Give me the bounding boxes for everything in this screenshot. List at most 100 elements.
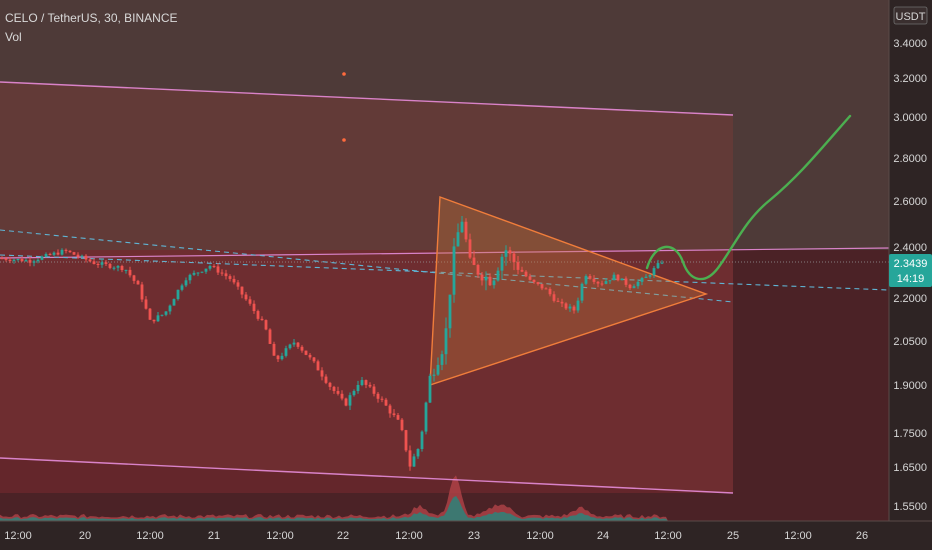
trendline-upper-dashed [0,229,734,303]
candle-body [488,276,492,286]
candle-body [20,258,24,262]
channel-upper-line [0,81,734,116]
candle-body [420,431,424,450]
candle-body [572,306,576,311]
candle-body [108,263,112,268]
candle-body [624,278,628,285]
candle-body [660,262,664,264]
candle-body [464,221,468,240]
time-tick-label: 12:00 [4,530,32,542]
time-tick-label: 12:00 [784,530,812,542]
candle-body [392,413,396,416]
candle-body [256,311,260,319]
candle-body [216,266,220,273]
candle-body [220,272,224,274]
candle-body [508,250,512,254]
resistance-line [0,247,889,259]
currency-label: USDT [896,11,926,23]
candle-body [400,419,404,431]
candle-body [612,274,616,281]
candle-body [16,258,20,260]
candle-body [328,382,332,387]
candle-body [100,262,104,265]
candle-body [496,270,500,281]
candle-body [44,253,48,257]
current-price-value: 2.3439 [894,258,928,270]
candle-body [268,329,272,344]
candle-body [284,348,288,356]
candle-body [316,361,320,371]
candle-body [440,354,444,365]
bar-countdown: 14:19 [897,273,925,285]
candle-body [604,281,608,284]
candle-body [72,252,76,255]
candle-body [204,268,208,272]
candle-body [96,263,100,265]
time-axis[interactable] [0,521,932,550]
candle-body [124,269,128,271]
price-tick-label: 1.6500 [893,462,927,474]
candle-body [396,415,400,420]
candle-body [260,318,264,321]
time-tick-label: 23 [468,530,480,542]
candle-body [552,294,556,301]
candle-body [132,275,136,281]
candle-body [564,303,568,309]
candle-body [632,286,636,289]
price-tick-label: 2.2000 [893,293,927,305]
time-tick-label: 21 [208,530,220,542]
candle-body [448,294,452,329]
price-tick-label: 1.7500 [893,428,927,440]
candle-body [288,344,292,349]
candle-body [444,328,448,355]
candle-body [416,449,420,457]
candle-body [536,282,540,285]
time-tick-label: 12:00 [654,530,682,542]
candle-body [360,380,364,386]
candle-body [340,393,344,399]
candle-body [568,306,572,309]
candle-body [384,399,388,406]
candle-body [12,259,16,261]
candle-body [32,261,36,263]
candle-body [424,402,428,432]
price-tick-label: 3.4000 [893,38,927,50]
candle-body [608,280,612,282]
candle-body [0,258,4,260]
candle-body [388,405,392,414]
candle-body [620,278,624,281]
candle-body [296,342,300,347]
candle-body [336,391,340,394]
candle-body [40,256,44,260]
price-tick-label: 1.9000 [893,380,927,392]
candle-body [356,385,360,391]
candle-body [548,288,552,295]
candle-body [152,319,156,322]
time-tick-label: 12:00 [526,530,554,542]
candle-body [576,300,580,311]
candle-body [512,253,516,263]
candle-body [480,274,484,281]
candle-body [56,252,60,255]
candle-body [432,374,436,376]
candle-body [76,254,80,257]
candle-body [212,266,216,268]
candle-body [88,259,92,262]
volume-area-up [0,495,668,521]
candle-body [252,303,256,312]
currency-badge [893,6,928,25]
candle-body [656,263,660,269]
price-tick-label: 2.0500 [893,336,927,348]
candle-body [68,250,72,253]
time-tick-label: 12:00 [136,530,164,542]
candle-body [116,266,120,268]
candle-body [648,275,652,277]
candle-body [228,276,232,279]
candle-body [320,370,324,377]
candle-body [300,346,304,351]
time-tick-label: 26 [856,530,868,542]
candle-body [652,268,656,276]
candle-body [184,280,188,286]
candle-body [48,253,52,255]
